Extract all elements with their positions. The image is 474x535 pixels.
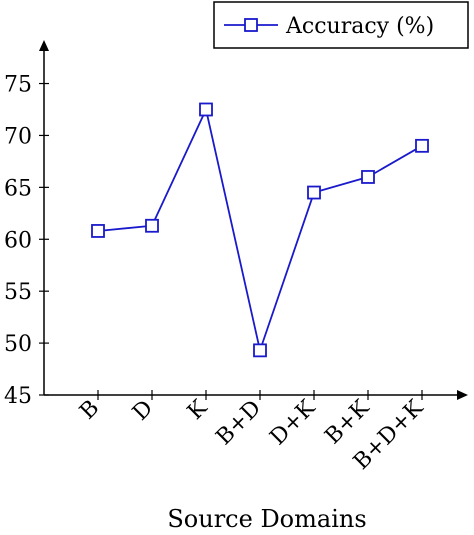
legend-marker	[244, 18, 258, 32]
series-group	[91, 102, 429, 358]
x-tick-label: D+K	[265, 395, 320, 450]
x-tick-label: B	[75, 396, 104, 425]
y-tick-label: 60	[4, 228, 32, 253]
data-point	[307, 185, 321, 200]
data-point	[91, 224, 105, 238]
x-tick-label: D	[128, 396, 158, 426]
legend-label: Accuracy (%)	[285, 14, 434, 39]
y-tick-label: 75	[4, 73, 32, 98]
y-tick-label: 50	[4, 332, 32, 357]
data-point	[253, 343, 267, 358]
x-tick-label: B+D	[212, 396, 267, 451]
x-axis-ticks: B D K B+D D+K B+KB+D+K	[75, 390, 429, 475]
axes	[39, 40, 468, 400]
x-axis-title: Source Domains	[167, 505, 366, 533]
x-axis-arrow	[457, 390, 468, 400]
data-point	[361, 170, 375, 184]
legend: Accuracy (%)	[213, 1, 469, 49]
data-point	[415, 138, 429, 153]
y-tick-label: 70	[4, 124, 32, 149]
y-axis-arrow	[39, 40, 49, 51]
y-axis-ticks: 45 50 55 60 65 70 75	[4, 73, 49, 409]
y-tick-label: 65	[4, 176, 32, 201]
x-tick-label: K	[183, 395, 213, 425]
data-point	[145, 218, 159, 233]
y-tick-label: 45	[4, 384, 32, 409]
y-tick-label: 55	[4, 280, 32, 305]
data-point	[199, 102, 213, 117]
